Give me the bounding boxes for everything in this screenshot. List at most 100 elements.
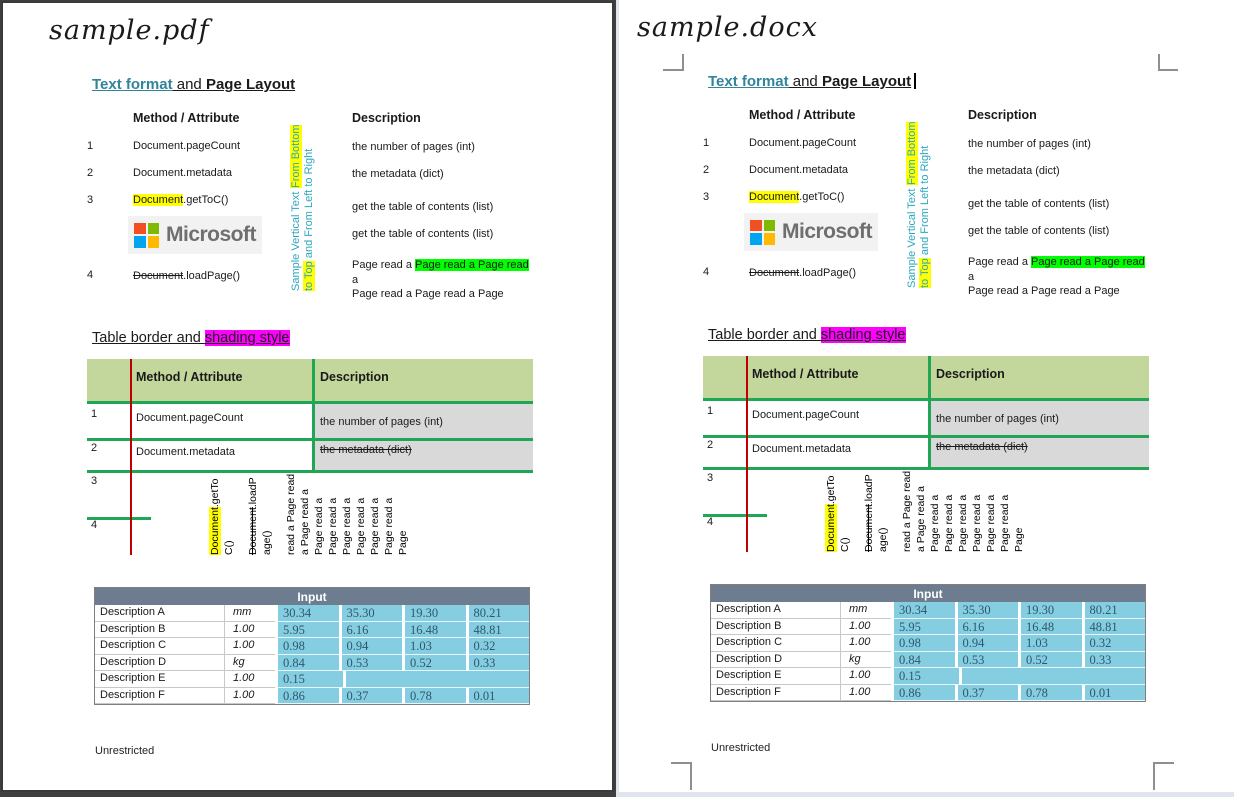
input-table-row: Description C 1.00 0.98 0.94 1.03 0.32 <box>711 635 1145 652</box>
input-unit: mm <box>841 602 891 619</box>
pdf-page[interactable]: sample.pdf Text format and Page Layout M… <box>1 1 614 792</box>
ms-square-yellow <box>147 236 159 248</box>
red-vertical-gridline <box>746 356 748 552</box>
input-table: Input Description A mm 30.34 35.30 19.30… <box>94 587 530 705</box>
green-gridline <box>703 398 1149 401</box>
table1-row-number: 4 <box>87 269 94 281</box>
text-boundary-mark-top-left <box>663 54 684 71</box>
table1-row-number: 1 <box>703 137 710 149</box>
input-unit: 1.00 <box>841 618 891 635</box>
input-label: Description E <box>711 668 841 685</box>
input-label: Description F <box>711 684 841 701</box>
table1-description-text: get the table of contents (list) <box>968 225 1110 237</box>
microsoft-logo: Microsoft <box>128 216 262 254</box>
vertical-page-read-column: a Page read a <box>299 489 311 555</box>
input-value: 1.03 <box>1018 635 1082 652</box>
heading-text-format-page-layout: Text format and Page Layout <box>92 76 295 93</box>
vertical-text-column-2: to Top and From Left to Right <box>303 104 315 291</box>
table2-description-text: the number of pages (int) <box>936 413 1059 425</box>
heading-text-format-page-layout: Text format and Page Layout <box>708 73 917 90</box>
desc-line2: Page read a Page read a Page <box>968 285 1120 297</box>
ms-square-blue <box>750 233 762 245</box>
table1-col-header-description: Description <box>968 108 1037 122</box>
desc-pre: Page read a <box>968 256 1031 268</box>
desc-post: a <box>968 270 975 283</box>
page-title: sample.pdf <box>49 15 210 46</box>
table2-row-number: 1 <box>707 405 714 417</box>
input-label: Description C <box>711 635 841 652</box>
input-table-row: Description E 1.00 0.15 <box>711 668 1145 685</box>
microsoft-logo-icon <box>134 222 159 248</box>
table2-method-text: Document.metadata <box>752 443 852 455</box>
vertical-sample-text: Sample Vertical Text From Bottom to Top … <box>290 104 315 291</box>
green-vertical-gridline <box>928 356 931 467</box>
text-cursor <box>914 73 917 89</box>
magenta-highlight: shading style <box>820 327 906 343</box>
table1-row-number: 3 <box>87 194 94 206</box>
input-label: Description B <box>711 618 841 635</box>
ms-square-blue <box>134 236 146 248</box>
strikethrough-text: Document <box>133 270 184 282</box>
red-vertical-gridline <box>130 359 132 555</box>
input-value: 35.30 <box>338 605 402 622</box>
table1-method-text: Document.getToC() <box>133 194 228 206</box>
table2-description-strikethrough: the metadata (dict) <box>936 441 1028 453</box>
input-value: 19.30 <box>402 605 466 622</box>
input-value-merged-blank <box>958 668 1145 685</box>
input-unit: 1.00 <box>225 671 275 688</box>
table1-description-text: get the table of contents (list) <box>352 228 494 240</box>
vertical-text-column-1: Sample Vertical Text From Bottom <box>906 101 918 288</box>
input-value: 19.30 <box>1018 602 1082 619</box>
yellow-highlight: Document <box>749 191 800 203</box>
yellow-highlight: From Bottom <box>906 121 918 186</box>
spacer <box>891 469 899 552</box>
input-value: 0.94 <box>954 635 1018 652</box>
input-unit: 1.00 <box>225 687 275 704</box>
yellow-highlight: to Top <box>919 258 931 288</box>
green-gridline <box>87 470 533 473</box>
input-table-row: Description D kg 0.84 0.53 0.52 0.33 <box>711 651 1145 668</box>
input-table-row: Description F 1.00 0.86 0.37 0.78 0.01 <box>95 687 529 704</box>
green-gridline <box>87 438 533 441</box>
docx-page[interactable]: sample.docx Text format and Page Layout … <box>619 0 1234 792</box>
input-value: 0.15 <box>891 668 959 685</box>
vtext-plain: Sample Vertical Text <box>290 188 302 291</box>
green-gridline <box>703 435 1149 438</box>
input-table-row: Description A mm 30.34 35.30 19.30 80.21 <box>711 602 1145 619</box>
table2-gray-merged-cell <box>315 404 533 470</box>
vertical-page-read-column: Page read a <box>383 497 395 555</box>
input-value: 48.81 <box>465 621 529 638</box>
vertical-method-column: C() <box>839 537 851 552</box>
table1-method-text: Document.loadPage() <box>749 267 856 279</box>
green-highlight: Page read a Page read <box>415 259 529 271</box>
vtext-plain: .getTo <box>209 478 221 508</box>
yellow-highlight: From Bottom <box>290 124 302 189</box>
input-value: 0.86 <box>891 684 955 701</box>
microsoft-logo-icon <box>750 219 775 245</box>
table1-row-number: 2 <box>703 164 710 176</box>
text-boundary-mark-bottom-right <box>1153 762 1174 790</box>
input-table-title: Input <box>95 588 529 605</box>
table2-description-text: the number of pages (int) <box>320 416 443 428</box>
vtext-plain: Sample Vertical Text <box>906 185 918 288</box>
table2-gray-merged-cell <box>931 401 1149 467</box>
input-value: 0.01 <box>1081 684 1145 701</box>
table2-col-header-description: Description <box>320 370 389 384</box>
vtext-plain: and From Left to Right <box>919 145 931 259</box>
page-title: sample.docx <box>637 12 818 43</box>
vertical-page-read-column: Page read a <box>929 494 941 552</box>
input-table-row: Description C 1.00 0.98 0.94 1.03 0.32 <box>95 638 529 655</box>
table2-row-number: 3 <box>91 475 98 487</box>
table2-vertical-texts: Document.getTo C() Document.loadP age() … <box>209 472 409 555</box>
vertical-page-read-column: Page read a <box>369 497 381 555</box>
input-value: 0.52 <box>1018 651 1082 668</box>
vertical-page-read-column: Page read a <box>355 497 367 555</box>
input-value: 35.30 <box>954 602 1018 619</box>
table2-row-number: 3 <box>707 472 714 484</box>
heading-part-text-format: Text format <box>708 73 789 90</box>
table2-row-number: 2 <box>91 442 98 454</box>
vertical-page-read-column: Page <box>1013 527 1025 552</box>
table1-row-number: 2 <box>87 167 94 179</box>
heading-part-page-layout: Page Layout <box>205 76 296 93</box>
spacer <box>275 472 283 555</box>
